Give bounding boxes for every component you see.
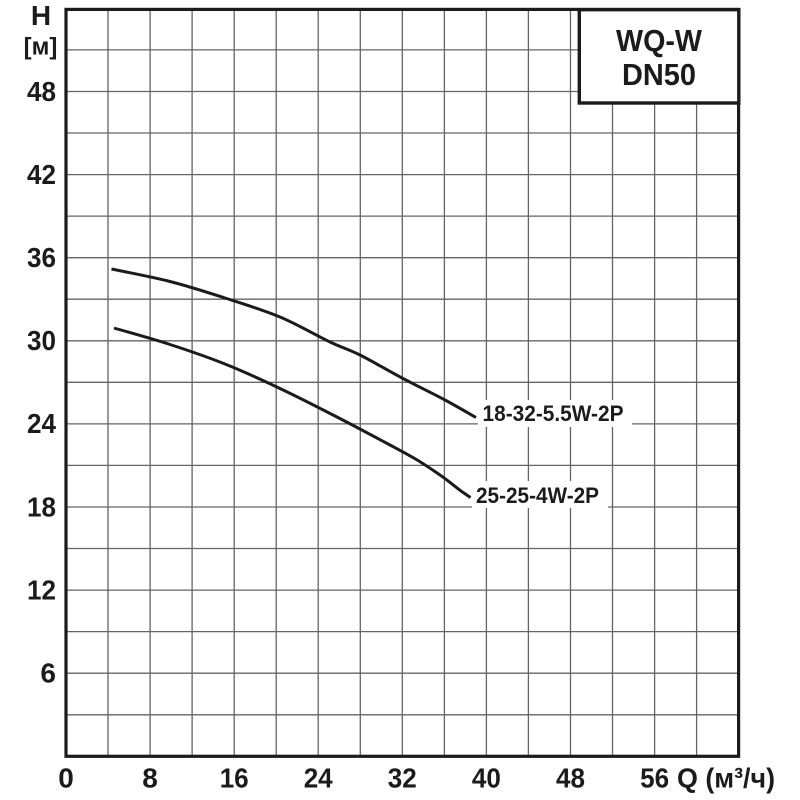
- svg-text:56: 56: [640, 763, 669, 794]
- svg-text:18: 18: [27, 491, 56, 522]
- svg-text:Q (м³/ч): Q (м³/ч): [677, 763, 775, 794]
- svg-text:30: 30: [27, 325, 56, 356]
- svg-text:18-32-5.5W-2P: 18-32-5.5W-2P: [483, 401, 624, 426]
- svg-text:[м]: [м]: [24, 34, 58, 61]
- svg-text:DN50: DN50: [622, 57, 696, 92]
- svg-text:WQ-W: WQ-W: [616, 23, 703, 58]
- svg-text:40: 40: [472, 763, 501, 794]
- svg-text:42: 42: [27, 159, 56, 190]
- svg-text:24: 24: [27, 408, 56, 439]
- svg-text:12: 12: [27, 574, 56, 605]
- svg-text:6: 6: [40, 658, 56, 689]
- svg-text:16: 16: [220, 763, 249, 794]
- svg-text:H: H: [31, 0, 51, 31]
- svg-text:24: 24: [304, 763, 333, 794]
- svg-text:8: 8: [142, 763, 158, 794]
- svg-text:25-25-4W-2P: 25-25-4W-2P: [476, 483, 599, 508]
- svg-text:32: 32: [388, 763, 417, 794]
- svg-text:48: 48: [27, 76, 56, 107]
- svg-text:36: 36: [27, 242, 56, 273]
- svg-text:0: 0: [58, 763, 74, 794]
- svg-text:48: 48: [556, 763, 585, 794]
